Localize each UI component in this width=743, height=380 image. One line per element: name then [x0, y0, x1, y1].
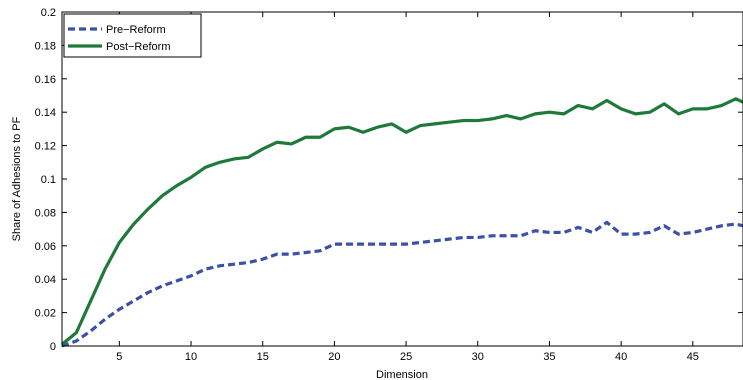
y-tick-label: 0 [50, 341, 56, 353]
y-tick-label: 0.08 [35, 207, 56, 219]
x-tick-label: 15 [257, 351, 269, 363]
plot-background [62, 12, 743, 346]
y-tick-label: 0.06 [35, 241, 56, 253]
y-tick-label: 0.12 [35, 141, 56, 153]
legend: Pre−Reform Post−Reform [63, 13, 202, 58]
x-tick-label: 20 [328, 351, 340, 363]
x-tick-label: 30 [472, 351, 484, 363]
y-axis-label: Share of Adhesions to PF [11, 116, 23, 241]
y-tick-label: 0.16 [35, 74, 56, 86]
legend-label-pre-reform: Pre−Reform [106, 24, 166, 36]
x-axis-label: Dimension [376, 369, 428, 380]
y-tick-label: 0.1 [41, 174, 56, 186]
x-tick-label: 25 [400, 351, 412, 363]
y-tick-label: 0.14 [35, 107, 56, 119]
x-tick-label: 35 [543, 351, 555, 363]
series-line-post-reform [60, 97, 743, 346]
y-tick-label: 0.18 [35, 40, 56, 52]
legend-label-post-reform: Post−Reform [106, 41, 171, 53]
x-tick-label: 45 [687, 351, 699, 363]
series-layer [60, 97, 743, 348]
y-tick-label: 0.04 [35, 274, 56, 286]
x-tick-label: 40 [615, 351, 627, 363]
x-tick-label: 10 [185, 351, 197, 363]
x-tick-label: 5 [116, 351, 122, 363]
series-line-pre-reform [61, 220, 743, 348]
y-tick-label: 0.2 [41, 7, 56, 19]
y-ticks: 0 0.02 0.04 0.06 0.08 0.1 0.12 0.14 0.16 0.18 0.2 [35, 7, 743, 353]
x-ticks: 5 10 15 20 25 30 35 40 45 [116, 12, 699, 363]
legend-box [63, 13, 202, 58]
y-tick-label: 0.02 [35, 308, 56, 320]
